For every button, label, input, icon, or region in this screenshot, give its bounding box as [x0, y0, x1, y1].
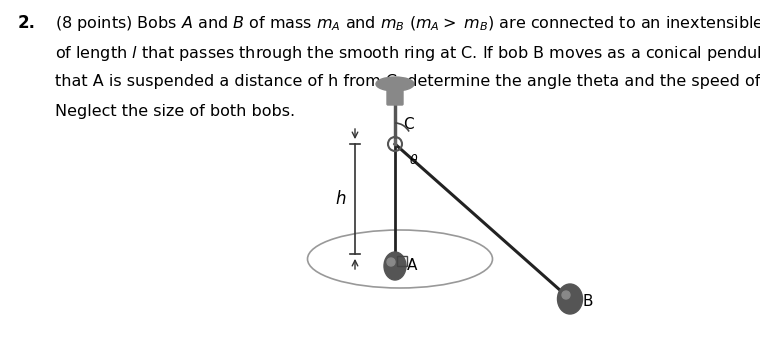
Text: C: C	[403, 117, 413, 132]
Text: of length $\it{l}$ that passes through the smooth ring at C. If bob B moves as a: of length $\it{l}$ that passes through t…	[55, 44, 760, 63]
Ellipse shape	[562, 291, 570, 299]
Text: that A is suspended a distance of h from C, determine the angle theta and the sp: that A is suspended a distance of h from…	[55, 74, 760, 89]
Text: (8 points) Bobs $\it{A}$ and $\it{B}$ of mass $m_A$ and $m_B$ ($m_A$$>$ $m_B$) a: (8 points) Bobs $\it{A}$ and $\it{B}$ of…	[55, 14, 760, 33]
Bar	[397, 256, 407, 266]
Text: B: B	[583, 293, 594, 308]
Text: 2.: 2.	[18, 14, 36, 32]
Ellipse shape	[376, 77, 414, 91]
Ellipse shape	[384, 252, 406, 280]
Text: h: h	[336, 190, 347, 208]
Text: A: A	[407, 258, 417, 274]
Ellipse shape	[387, 258, 395, 266]
Text: $\theta$: $\theta$	[409, 153, 419, 167]
Ellipse shape	[558, 284, 582, 314]
FancyBboxPatch shape	[387, 81, 403, 105]
Text: Neglect the size of both bobs.: Neglect the size of both bobs.	[55, 104, 295, 119]
